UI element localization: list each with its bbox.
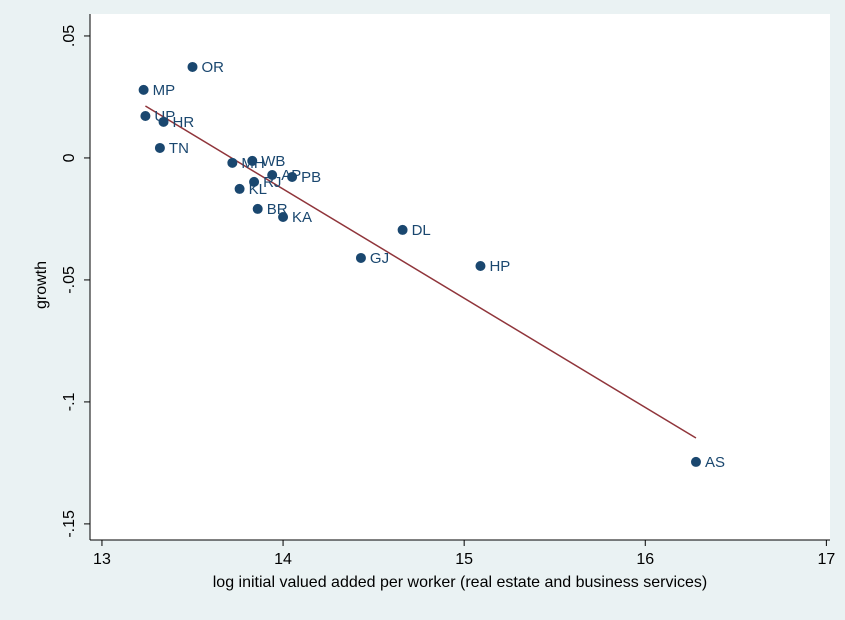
y-axis-title: growth bbox=[33, 261, 50, 309]
point bbox=[234, 183, 245, 194]
point-label: AS bbox=[705, 454, 725, 471]
y-tick-label: -.15 bbox=[61, 510, 78, 538]
point bbox=[249, 176, 260, 187]
y-tick-label: .05 bbox=[61, 25, 78, 47]
point-label: DL bbox=[412, 222, 431, 239]
point-label: OR bbox=[202, 59, 225, 76]
point-label: WB bbox=[261, 153, 285, 170]
plot-area bbox=[90, 14, 830, 540]
y-tick-label: 0 bbox=[61, 153, 78, 162]
point bbox=[158, 116, 169, 127]
point bbox=[252, 203, 263, 214]
point bbox=[154, 142, 165, 153]
point-label: TN bbox=[169, 140, 189, 157]
x-axis-title: log initial valued added per worker (rea… bbox=[213, 574, 707, 591]
point-label: HR bbox=[173, 114, 195, 131]
y-tick-label: -.05 bbox=[61, 266, 78, 294]
point bbox=[267, 170, 278, 181]
x-tick-label: 17 bbox=[817, 551, 835, 568]
x-tick-label: 15 bbox=[455, 551, 473, 568]
point-label: HP bbox=[489, 258, 510, 275]
point bbox=[227, 157, 238, 168]
point-label: PB bbox=[301, 169, 321, 186]
y-tick-label: -.1 bbox=[61, 392, 78, 411]
point bbox=[247, 155, 258, 166]
point-label: KA bbox=[292, 209, 312, 226]
x-tick-label: 13 bbox=[93, 551, 111, 568]
point-label: GJ bbox=[370, 250, 389, 267]
point bbox=[138, 84, 149, 95]
point bbox=[355, 252, 366, 263]
point bbox=[187, 61, 198, 72]
point bbox=[475, 261, 486, 272]
x-tick-label: 14 bbox=[274, 551, 292, 568]
point bbox=[287, 171, 298, 182]
point bbox=[397, 224, 408, 235]
point-label: RJ bbox=[263, 174, 281, 191]
fit-line bbox=[145, 105, 697, 439]
point bbox=[278, 211, 289, 222]
point bbox=[140, 110, 151, 121]
point bbox=[690, 456, 701, 467]
point-label: MP bbox=[153, 82, 176, 99]
point-label: KL bbox=[249, 181, 267, 198]
x-tick-label: 16 bbox=[636, 551, 654, 568]
